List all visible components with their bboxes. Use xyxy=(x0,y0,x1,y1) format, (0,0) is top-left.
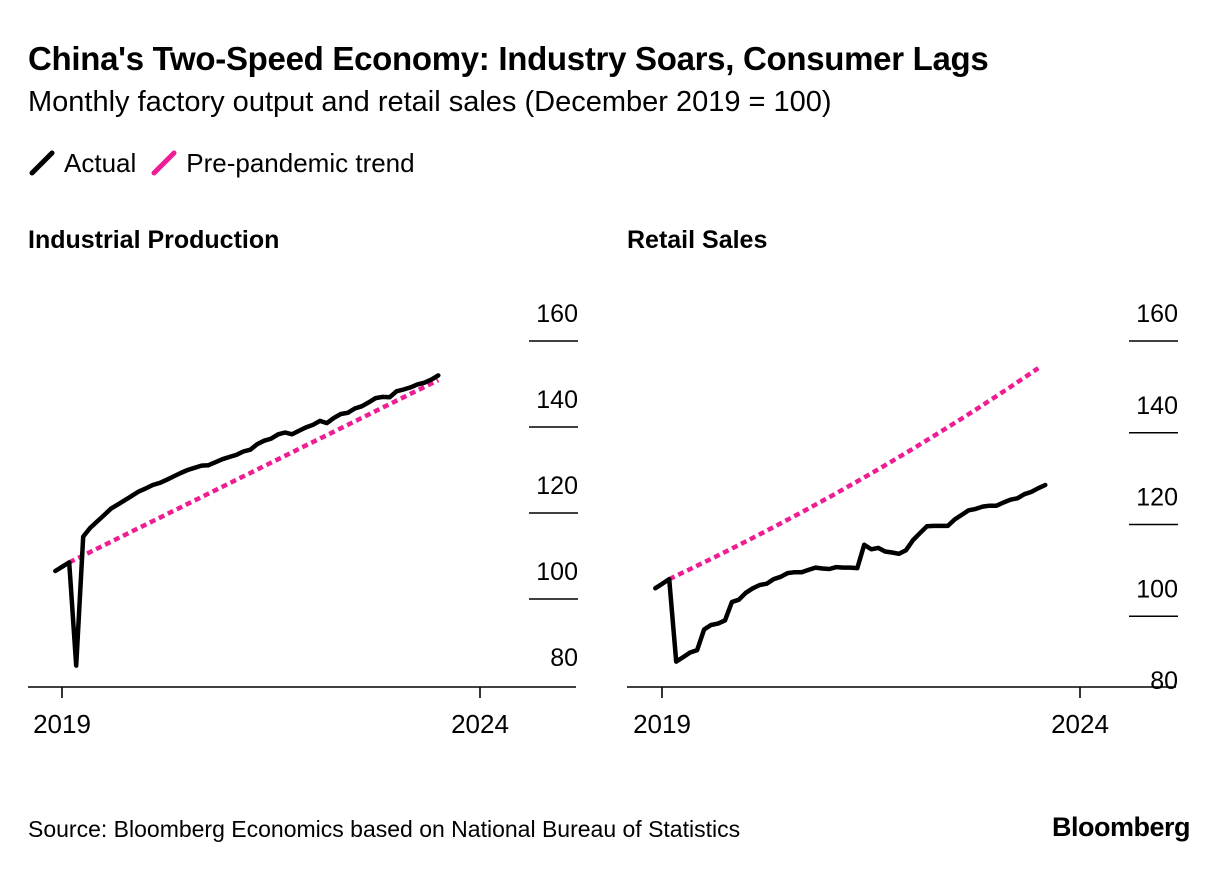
panel-title-retail: Retail Sales xyxy=(627,226,768,254)
y-tick-label-retail-120: 120 xyxy=(1136,484,1178,512)
y-tick-label-retail-160: 160 xyxy=(1136,300,1178,328)
x-tick-label-retail-2024: 2024 xyxy=(1051,709,1109,739)
legend-swatch-trend xyxy=(151,150,177,176)
y-tick-label-industrial-100: 100 xyxy=(536,558,578,586)
legend: Actual Pre-pandemic trend xyxy=(28,146,429,180)
y-tick-label-industrial-140: 140 xyxy=(536,386,578,414)
series-line-industrial-pre-pandemic-trend xyxy=(68,378,440,565)
y-tick-label-retail-140: 140 xyxy=(1136,392,1178,420)
legend-label-trend: Pre-pandemic trend xyxy=(186,147,415,178)
series-line-industrial-actual xyxy=(53,373,441,668)
y-tick-label-industrial-120: 120 xyxy=(536,472,578,500)
y-tick-label-industrial-80: 80 xyxy=(550,644,578,672)
source-note: Source: Bloomberg Economics based on Nat… xyxy=(28,816,741,842)
chart-title: China's Two-Speed Economy: Industry Soar… xyxy=(28,40,989,77)
legend-swatch-actual xyxy=(29,150,55,176)
legend-item-actual: Actual xyxy=(28,148,136,179)
chart-subtitle: Monthly factory output and retail sales … xyxy=(28,86,832,118)
y-tick-label-industrial-160: 160 xyxy=(536,300,578,328)
series-line-retail-pre-pandemic-trend xyxy=(668,366,1040,582)
series-line-retail-actual xyxy=(653,482,1048,664)
legend-label-actual: Actual xyxy=(64,147,137,178)
bloomberg-logo: Bloomberg xyxy=(1051,812,1191,842)
y-tick-label-retail-100: 100 xyxy=(1136,575,1178,603)
x-tick-label-industrial-2024: 2024 xyxy=(451,709,509,739)
y-tick-label-retail-80: 80 xyxy=(1150,667,1178,695)
x-tick-label-retail-2019: 2019 xyxy=(633,709,691,739)
x-tick-label-industrial-2019: 2019 xyxy=(33,709,91,739)
panel-title-industrial: Industrial Production xyxy=(28,226,280,254)
legend-item-trend: Pre-pandemic trend xyxy=(150,147,415,179)
